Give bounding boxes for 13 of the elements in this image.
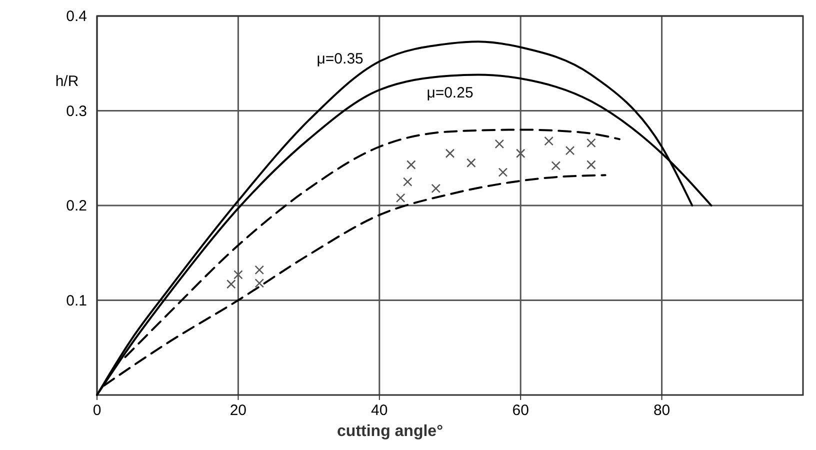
series-label: μ=0.25 (426, 84, 474, 102)
y-axis-title: h/R (55, 73, 79, 90)
x-tick-label: 0 (92, 402, 102, 419)
y-tick-label: 0.1 (66, 292, 87, 310)
y-tick-label: 0.2 (66, 198, 87, 214)
series-label: μ=0.35 (316, 50, 364, 68)
x-tick-label: 80 (653, 402, 670, 419)
x-tick-label: 20 (230, 402, 247, 419)
x-axis-title: cutting angle° (337, 423, 443, 440)
x-tick-label: 40 (371, 402, 388, 419)
y-tick-label: 0.3 (66, 102, 87, 120)
x-tick-label: 60 (512, 402, 529, 419)
y-tick-label: 0.4 (66, 8, 87, 25)
